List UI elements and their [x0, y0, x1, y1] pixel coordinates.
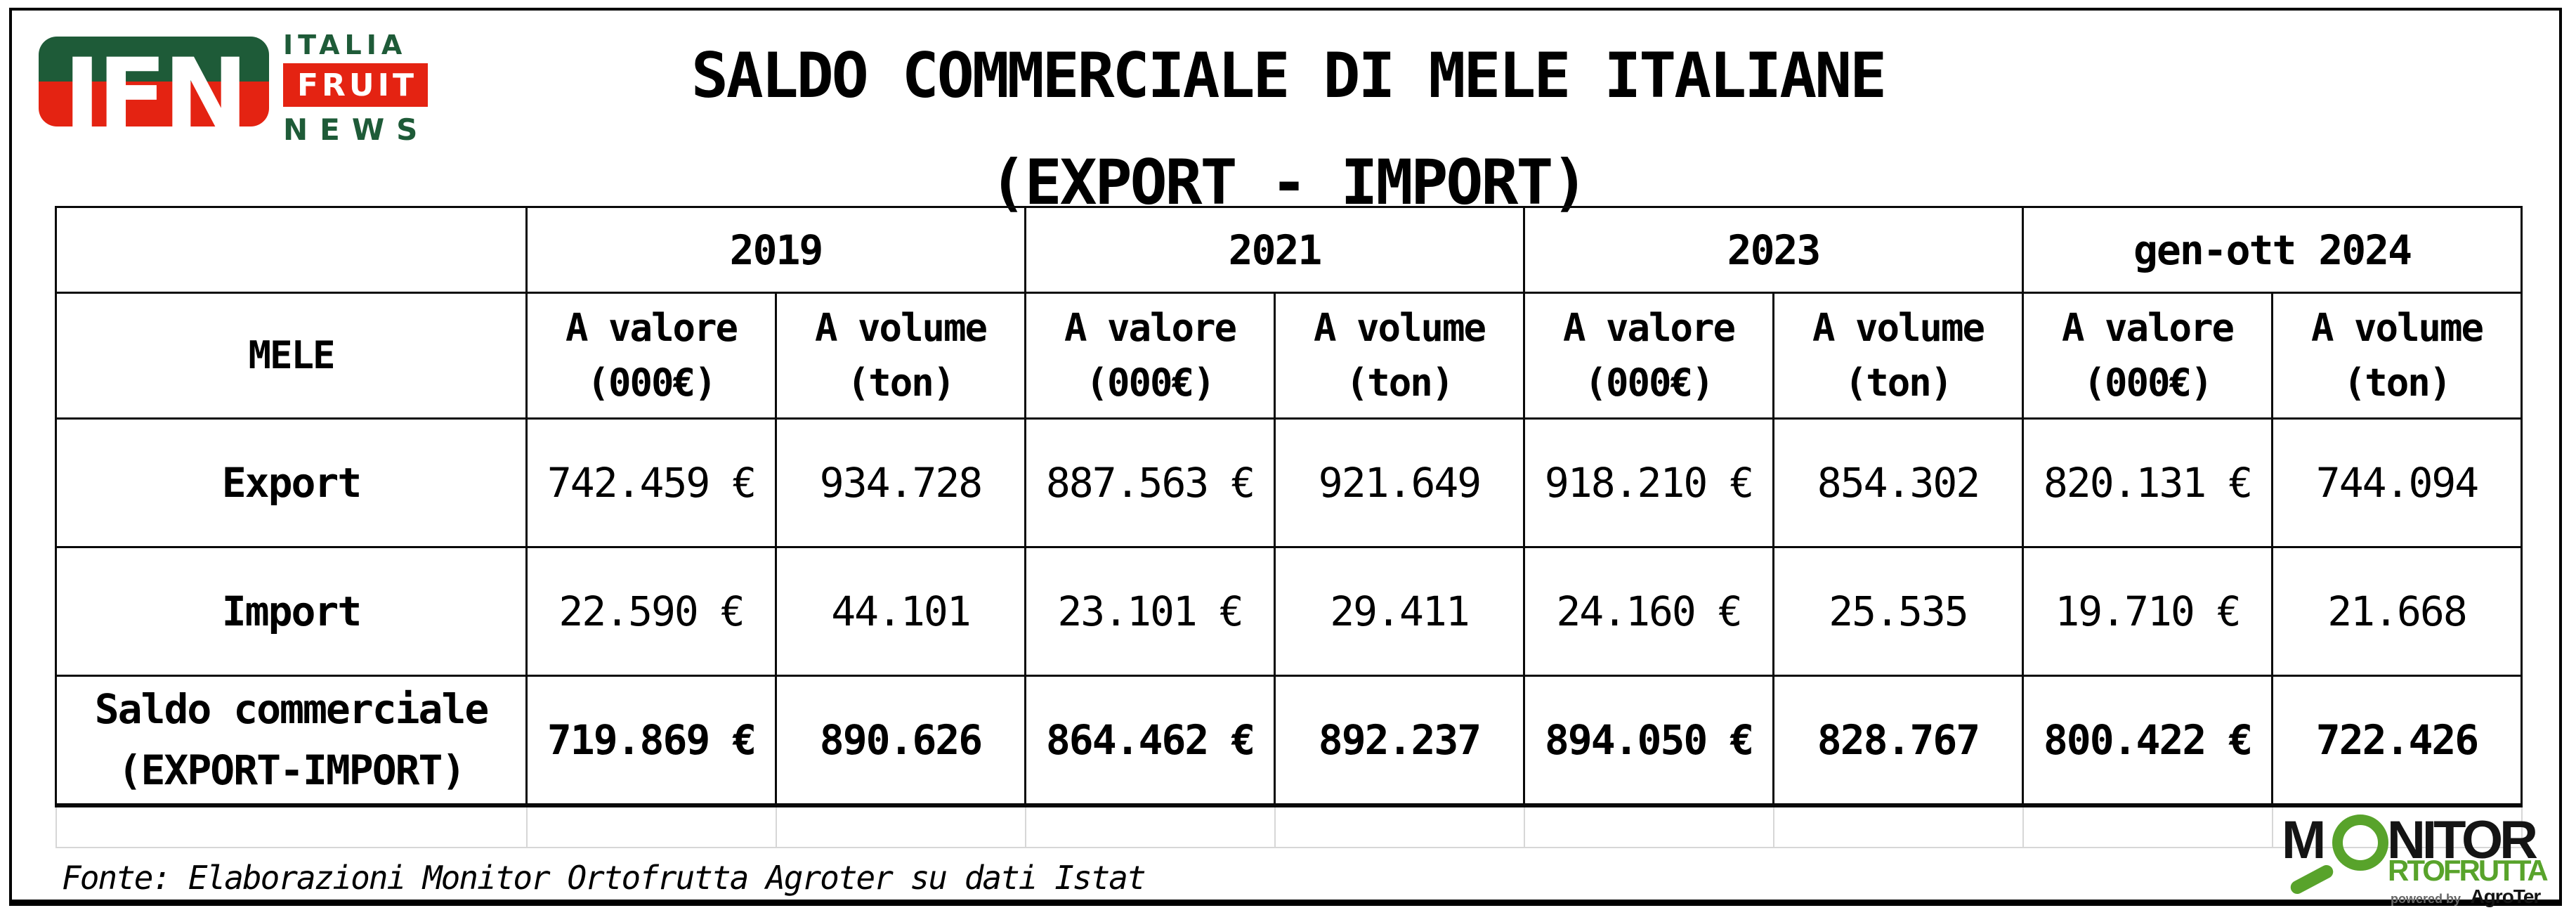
source-note: Fonte: Elaborazioni Monitor Ortofrutta A… — [62, 859, 1146, 897]
monitor-letters-nitor: NITOR — [2387, 810, 2538, 870]
value-cell: 24.160 € — [1523, 546, 1774, 677]
value-cell: 892.237 — [1274, 675, 1525, 807]
col-header-line2: (ton) — [1844, 361, 1954, 405]
col-header-line1: A valore — [1064, 305, 1237, 350]
value-cell: 23.101 € — [1024, 546, 1276, 677]
table-header-row: MELE A valore (000€) A volume (ton) A valo… — [55, 292, 2523, 420]
ifn-logo: IFN ITALIA FRUIT NEWS — [39, 30, 432, 148]
col-header: A volume (ton) — [1274, 292, 1525, 420]
corner-label: MELE — [55, 292, 528, 420]
ifn-logo-icon: IFN — [39, 37, 269, 148]
value-cell: 921.649 — [1274, 417, 1525, 548]
empty-cell — [1772, 805, 2024, 848]
trade-balance-table: 2019 2021 2023 gen-ott 2024 MELE A valor… — [55, 206, 2523, 848]
year-header: gen-ott 2024 — [2022, 206, 2523, 294]
col-header: A volume (ton) — [775, 292, 1026, 420]
col-header-line2: (000€) — [1584, 361, 1714, 405]
col-header-line1: A volume — [1313, 305, 1486, 350]
table-row-export: Export 742.459 € 934.728 887.563 € 921.6… — [55, 417, 2523, 548]
row-label-line1: Saldo commerciale — [94, 685, 490, 733]
year-header: 2023 — [1523, 206, 2024, 294]
agroter-brand: AgroTer — [2470, 885, 2541, 907]
col-header-line1: A volume — [1812, 305, 1985, 350]
col-header: A valore (000€) — [1024, 292, 1276, 420]
empty-cell — [2271, 805, 2523, 848]
empty-cell — [1523, 805, 1774, 848]
value-cell: 894.050 € — [1523, 675, 1774, 807]
empty-cell — [1024, 805, 1276, 848]
col-header-line2: (ton) — [2343, 361, 2452, 405]
col-header-line1: A valore — [2061, 305, 2235, 350]
row-label: Import — [55, 546, 528, 677]
value-cell: 719.869 € — [525, 675, 777, 807]
page-title-line1: SALDO COMMERCIALE DI MELE ITALIANE — [691, 39, 1887, 112]
value-cell: 890.626 — [775, 675, 1026, 807]
value-cell: 854.302 — [1772, 417, 2024, 548]
powered-by-label: powered by — [2391, 892, 2461, 906]
col-header-line2: (ton) — [1345, 361, 1455, 405]
value-cell: 820.131 € — [2022, 417, 2273, 548]
ifn-word-italia: ITALIA — [283, 30, 407, 60]
table-corner-blank — [55, 206, 528, 294]
value-cell: 722.426 — [2271, 675, 2523, 807]
col-header-line1: A valore — [565, 305, 738, 350]
row-label: Export — [55, 417, 528, 548]
value-cell: 22.590 € — [525, 546, 777, 677]
table-empty-row — [55, 805, 2523, 848]
monitor-letter-m: M — [2282, 810, 2326, 870]
value-cell: 934.728 — [775, 417, 1026, 548]
page-title-line2: (EXPORT - IMPORT) — [989, 146, 1589, 219]
value-cell: 44.101 — [775, 546, 1026, 677]
value-cell: 828.767 — [1772, 675, 2024, 807]
value-cell: 25.535 — [1772, 546, 2024, 677]
col-header: A valore (000€) — [2022, 292, 2273, 420]
row-label: Saldo commerciale (EXPORT-IMPORT) — [55, 675, 528, 807]
value-cell: 744.094 — [2271, 417, 2523, 548]
col-header-line2: (000€) — [2083, 361, 2213, 405]
empty-cell — [775, 805, 1026, 848]
value-cell: 19.710 € — [2022, 546, 2273, 677]
value-cell: 800.422 € — [2022, 675, 2273, 807]
ifn-word-fruit: FRUIT — [296, 67, 418, 103]
col-header: A valore (000€) — [1523, 292, 1774, 420]
col-header-line2: (ton) — [846, 361, 956, 405]
empty-cell — [2022, 805, 2273, 848]
row-label-line2: (EXPORT-IMPORT) — [117, 746, 466, 794]
value-cell: 864.462 € — [1024, 675, 1276, 807]
col-header-line1: A valore — [1562, 305, 1736, 350]
value-cell: 29.411 — [1274, 546, 1525, 677]
table-row-saldo: Saldo commerciale (EXPORT-IMPORT) 719.869… — [55, 675, 2523, 807]
empty-cell — [1274, 805, 1525, 848]
ifn-fruit-box: FRUIT — [283, 63, 428, 107]
col-header-line2: (000€) — [1085, 361, 1215, 405]
empty-cell — [55, 805, 528, 848]
page-title: SALDO COMMERCIALE DI MELE ITALIANE (EXPO… — [0, 35, 2576, 214]
col-header-line1: A volume — [814, 305, 988, 350]
col-header: A valore (000€) — [525, 292, 777, 420]
year-header: 2021 — [1024, 206, 1525, 294]
col-header-line2: (000€) — [587, 361, 717, 405]
col-header: A volume (ton) — [2271, 292, 2523, 420]
col-header-line1: A volume — [2310, 305, 2484, 350]
ifn-word-news: NEWS — [283, 112, 430, 147]
magnifier-icon — [2332, 815, 2388, 871]
value-cell: 887.563 € — [1024, 417, 1276, 548]
ortofrutta-wordmark: RTOFRUTTA — [2388, 854, 2549, 887]
value-cell: 918.210 € — [1523, 417, 1774, 548]
ifn-acronym: IFN — [63, 37, 249, 156]
value-cell: 21.668 — [2271, 546, 2523, 677]
powered-by-agroter: powered by AgroTer — [2391, 885, 2541, 908]
empty-cell — [525, 805, 777, 848]
year-header: 2019 — [525, 206, 1026, 294]
table-year-row: 2019 2021 2023 gen-ott 2024 — [55, 206, 2523, 294]
table-row-import: Import 22.590 € 44.101 23.101 € 29.411 2… — [55, 546, 2523, 677]
col-header: A volume (ton) — [1772, 292, 2024, 420]
value-cell: 742.459 € — [525, 417, 777, 548]
monitor-ortofrutta-logo: M NITOR RTOFRUTTA powered by AgroTer — [2276, 808, 2564, 910]
